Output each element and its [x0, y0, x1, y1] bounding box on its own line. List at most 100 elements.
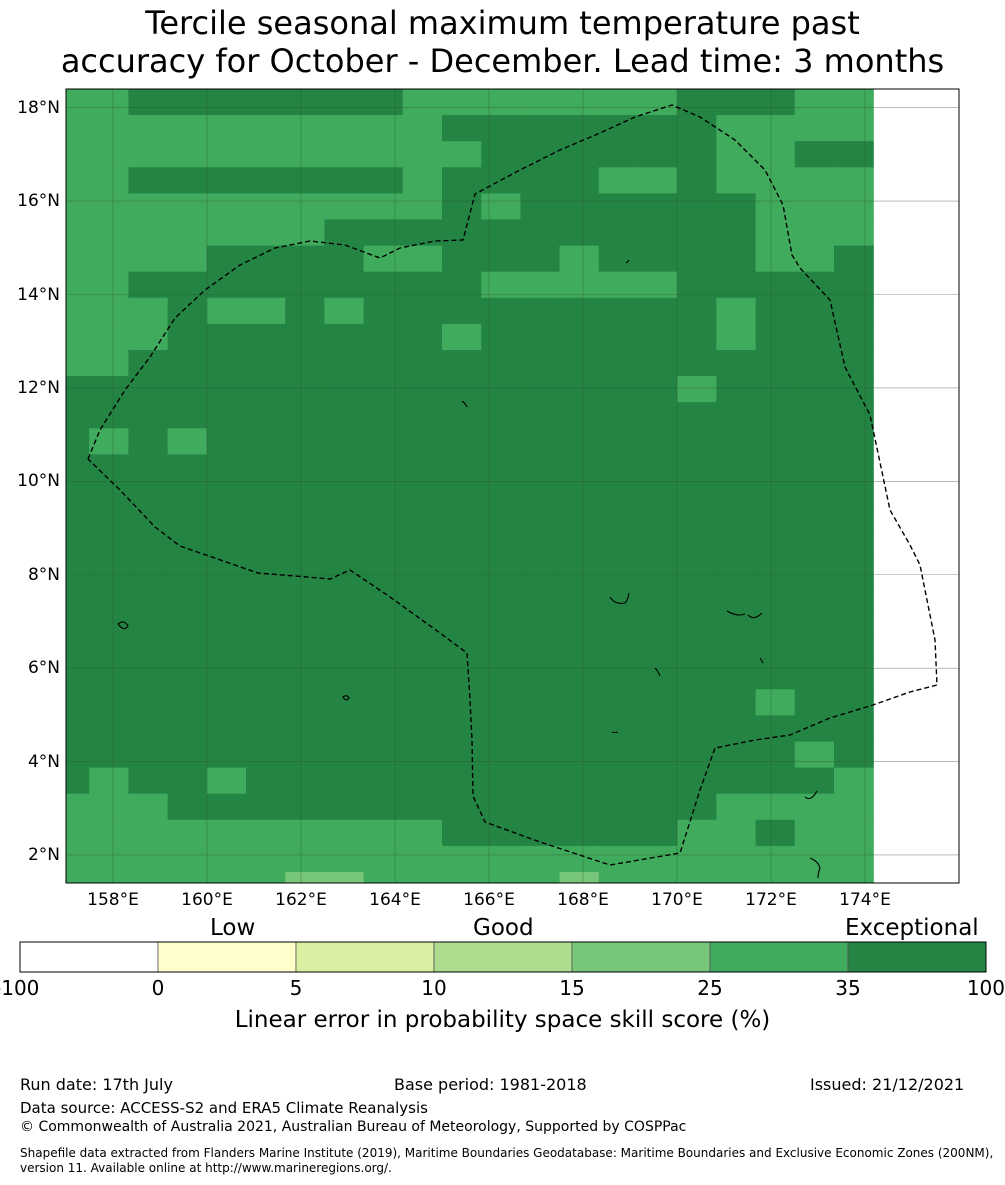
grid-cell — [716, 219, 757, 247]
grid-cell — [716, 506, 757, 534]
grid-cell — [638, 793, 678, 821]
issued-date: Issued: 21/12/2021 — [810, 1075, 965, 1094]
grid-cell — [66, 323, 90, 351]
grid-cell — [167, 767, 208, 795]
grid-cell — [206, 845, 247, 873]
grid-cell — [402, 115, 443, 142]
grid-cell — [559, 193, 600, 221]
grid-cell — [167, 532, 208, 560]
grid-cell — [559, 89, 600, 116]
island-shape — [759, 657, 764, 664]
grid-cell — [89, 271, 129, 299]
grid-cell — [598, 480, 639, 508]
grid-cell — [402, 141, 443, 168]
grid-cell — [128, 219, 169, 247]
grid-cell — [402, 715, 443, 743]
grid-cell — [324, 115, 365, 142]
grid-cell — [89, 715, 129, 743]
grid-cell — [677, 454, 717, 482]
grid-cell — [285, 402, 325, 429]
grid-cell — [716, 689, 757, 716]
grid-cell — [442, 428, 482, 455]
grid-cell — [285, 584, 325, 612]
grid-cell — [677, 715, 717, 743]
grid-cell — [442, 819, 482, 847]
latitude-label: 4°N — [27, 751, 60, 772]
grid-cell — [716, 872, 757, 883]
grid-cell — [598, 819, 639, 847]
grid-cell — [246, 402, 286, 429]
grid-cell — [559, 428, 600, 455]
grid-cell — [66, 689, 90, 716]
grid-cell — [246, 689, 286, 716]
grid-cell — [834, 376, 874, 403]
island-shape — [342, 695, 350, 701]
colorbar-tick-label: 35 — [835, 976, 861, 1000]
grid-cell — [794, 376, 835, 403]
colorbar-category-good: Good — [473, 915, 534, 941]
grid-cell — [402, 219, 443, 247]
grid-cell — [520, 323, 561, 351]
grid-cell — [520, 872, 561, 883]
shapefile-credit: Shapefile data extracted from Flanders M… — [20, 1146, 994, 1175]
grid-cell — [598, 245, 639, 273]
grid-cell — [755, 402, 796, 429]
colorbar-tick-label: -100 — [0, 976, 40, 1000]
grid-cell — [794, 193, 835, 221]
grid-cell — [285, 141, 325, 168]
grid-cell — [520, 402, 561, 429]
grid-cell — [794, 506, 835, 534]
grid-cell — [755, 845, 796, 873]
grid-cell — [520, 506, 561, 534]
grid-cell — [66, 245, 90, 273]
grid-cell — [442, 350, 482, 377]
grid-cell — [206, 480, 247, 508]
grid-cell — [520, 428, 561, 455]
grid-cell — [324, 141, 365, 168]
grid-cell — [755, 480, 796, 508]
grid-cell — [638, 584, 678, 612]
grid-cell — [481, 663, 521, 690]
grid-cell — [638, 297, 678, 325]
grid-cell — [598, 584, 639, 612]
longitude-label: 164°E — [369, 890, 421, 910]
grid-cell — [246, 167, 286, 194]
grid-cell — [834, 819, 874, 847]
grid-cell — [66, 872, 90, 883]
grid-cell — [794, 167, 835, 194]
grid-cell — [794, 323, 835, 351]
grid-cell — [598, 454, 639, 482]
grid-cell — [66, 845, 90, 873]
grid-cell — [598, 558, 639, 586]
grid-cell — [520, 167, 561, 194]
grid-cell — [285, 219, 325, 247]
grid-cell — [89, 454, 129, 482]
grid-cell — [442, 323, 482, 351]
grid-cell — [638, 532, 678, 560]
grid-cell — [206, 872, 247, 883]
grid-cell — [167, 689, 208, 716]
grid-cell — [638, 637, 678, 664]
grid-cell — [520, 584, 561, 612]
grid-cell — [520, 793, 561, 821]
grid-cell — [794, 532, 835, 560]
grid-cell — [285, 637, 325, 664]
grid-cell — [66, 350, 90, 377]
grid-cell — [755, 558, 796, 586]
grid-cell — [324, 89, 365, 116]
grid-cell — [559, 271, 600, 299]
grid-cell — [128, 741, 169, 769]
grid-cell — [402, 872, 443, 883]
grid-cell — [89, 350, 129, 377]
grid-cell — [794, 637, 835, 664]
grid-cell — [363, 715, 404, 743]
grid-cell — [755, 611, 796, 638]
grid-cell — [167, 428, 208, 455]
grid-cell — [481, 141, 521, 168]
grid-cell — [206, 297, 247, 325]
grid-cell — [324, 506, 365, 534]
grid-cell — [128, 89, 169, 116]
grid-cell — [66, 167, 90, 194]
grid-cell — [206, 532, 247, 560]
colorbar-tick-label: 5 — [289, 976, 303, 1000]
